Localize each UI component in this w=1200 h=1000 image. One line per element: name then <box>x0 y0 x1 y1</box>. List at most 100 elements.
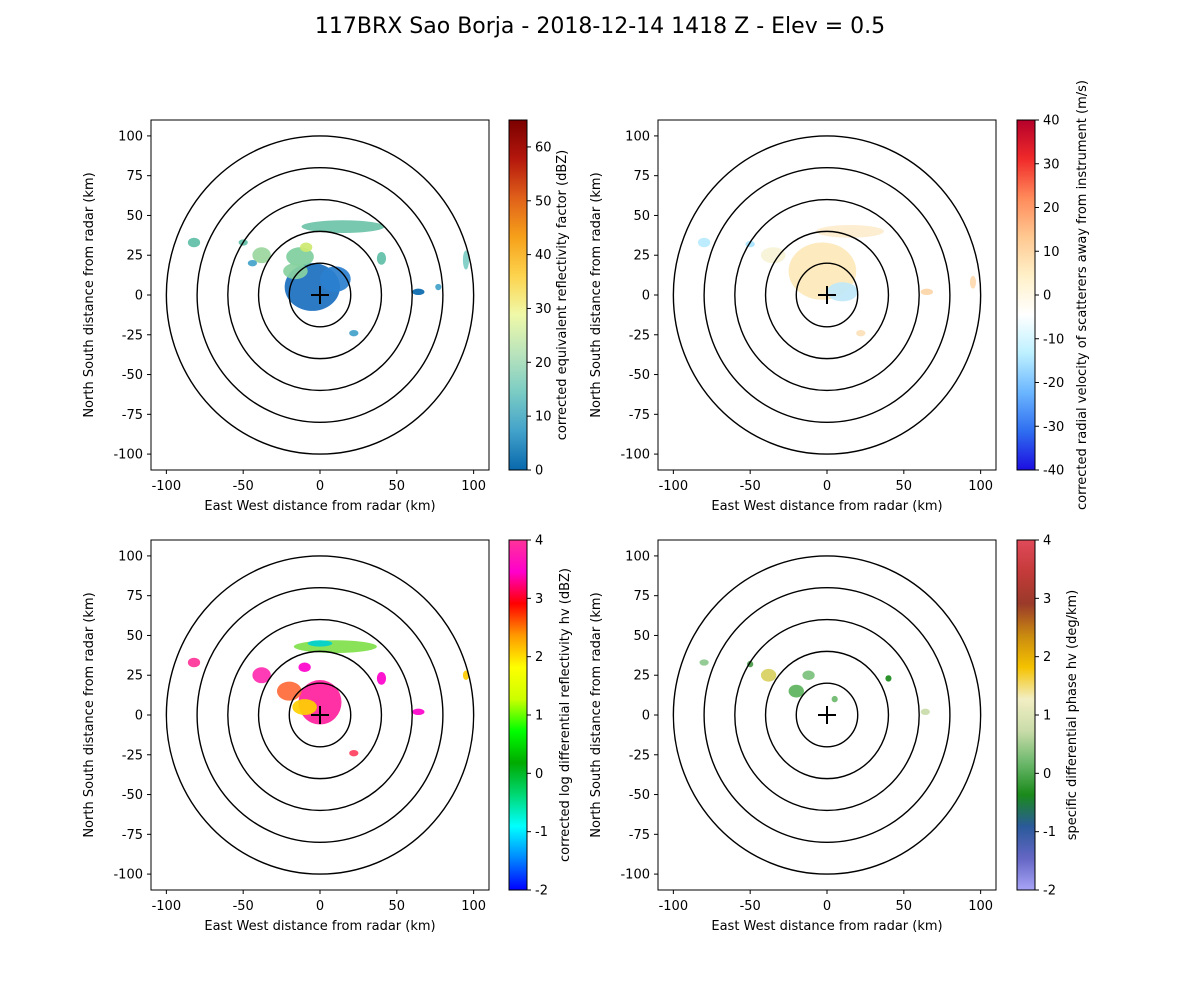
y-tick-label: -75 <box>122 408 143 423</box>
x-axis-label: East West distance from radar (km) <box>711 919 942 934</box>
colorbar-tick-label: 0 <box>535 767 543 782</box>
x-tick-label: -50 <box>233 479 254 494</box>
colorbar-tick-label: 30 <box>1043 157 1060 172</box>
x-tick-label: -100 <box>659 899 689 914</box>
x-tick-label: -100 <box>659 479 689 494</box>
y-tick-label: 50 <box>633 629 650 644</box>
panel-differential-reflectivity: -100 -50 0 50 100 -100 -75 -50 -25 0 25 50 75 100 East… <box>82 534 573 935</box>
y-tick-label: 50 <box>126 629 143 644</box>
x-tick-label: -50 <box>233 899 254 914</box>
colorbar-tick-label: 4 <box>535 534 543 549</box>
panel-specific-differential-phase: -100 -50 0 50 100 -100 -75 -50 -25 0 25 50 75 100 East… <box>589 534 1080 935</box>
colorbar-tick-label: 0 <box>535 464 543 479</box>
x-tick-label: 50 <box>389 899 406 914</box>
range-ring <box>672 135 982 455</box>
range-ring <box>288 682 352 748</box>
echo-region <box>300 242 313 253</box>
x-tick-label: 100 <box>968 899 993 914</box>
y-tick-label: 100 <box>625 549 650 564</box>
x-tick-label: 50 <box>896 479 913 494</box>
range-ring <box>764 230 890 360</box>
echo-region <box>247 260 258 267</box>
colorbar-tick-label: 40 <box>535 248 552 263</box>
colorbar <box>508 119 528 471</box>
colorbar-tick-label: 60 <box>535 140 552 155</box>
colorbar-tick-label: 3 <box>1043 592 1051 607</box>
colorbar-tick-label: -1 <box>1043 825 1056 840</box>
echo-region <box>293 640 377 653</box>
y-tick-label: 25 <box>633 249 650 264</box>
echo-region <box>412 288 425 295</box>
y-tick-label: 100 <box>118 549 143 564</box>
x-tick-label: -50 <box>740 899 761 914</box>
colorbar-tick-label: -20 <box>1043 376 1064 391</box>
colorbar-tick-label: 2 <box>1043 650 1051 665</box>
colorbar-tick-label: -40 <box>1043 464 1064 479</box>
range-ring <box>165 555 475 875</box>
colorbar <box>1016 539 1036 891</box>
echo-region <box>885 675 892 682</box>
echo-region <box>697 237 711 248</box>
echo-region <box>349 330 359 337</box>
colorbar-tick-label: 50 <box>535 194 552 209</box>
echo-region <box>816 225 884 238</box>
colorbar-label: corrected radial velocity of scatterers … <box>1075 80 1090 510</box>
y-axis-label: North South distance from radar (km) <box>82 592 97 837</box>
colorbar-label: corrected log differential reflectivity … <box>558 568 573 862</box>
range-rings <box>165 135 475 455</box>
y-tick-label: 100 <box>625 129 650 144</box>
colorbar <box>1016 119 1036 471</box>
range-ring <box>288 262 352 328</box>
colorbar-tick-label: 2 <box>535 650 543 665</box>
range-ring <box>734 198 920 392</box>
echo-region <box>760 247 786 264</box>
echo-region <box>286 247 314 267</box>
colorbar-tick-label: -2 <box>535 884 548 899</box>
echo-region <box>276 681 302 701</box>
echo-region <box>831 695 838 703</box>
range-ring <box>196 587 444 843</box>
y-axis-label: North South distance from radar (km) <box>82 172 97 417</box>
x-tick-label: -100 <box>152 479 182 494</box>
colorbar-tick-label: 0 <box>1043 289 1051 304</box>
echo-region <box>283 263 308 280</box>
y-tick-label: 25 <box>126 249 143 264</box>
y-tick-label: 0 <box>135 289 143 304</box>
range-ring <box>227 198 413 392</box>
colorbar-tick-label: 30 <box>535 302 552 317</box>
x-tick-label: 0 <box>316 479 324 494</box>
colorbar-tick-label: 1 <box>1043 709 1051 724</box>
echo-region <box>920 708 930 715</box>
range-ring <box>257 650 383 780</box>
echo-region <box>760 668 777 682</box>
range-ring <box>196 167 444 423</box>
range-ring <box>703 587 951 843</box>
colorbar-tick-label: 1 <box>535 709 543 724</box>
range-ring <box>795 682 859 748</box>
echo-region <box>802 670 815 681</box>
colorbar-label: specific differential phase hv (deg/km) <box>1065 590 1080 840</box>
range-rings <box>672 135 982 455</box>
echo-region <box>856 330 866 337</box>
echo-region <box>920 288 934 295</box>
x-tick-label: 0 <box>823 899 831 914</box>
x-tick-label: 0 <box>823 479 831 494</box>
colorbar-tick-label: -1 <box>535 825 548 840</box>
y-tick-label: 0 <box>642 709 650 724</box>
y-tick-label: -100 <box>113 868 143 883</box>
range-ring <box>764 650 890 780</box>
x-tick-label: 50 <box>389 479 406 494</box>
colorbar-tick-label: 3 <box>535 592 543 607</box>
y-tick-label: 75 <box>633 589 650 604</box>
range-ring <box>672 555 982 875</box>
colorbar-tick-label: 40 <box>1043 114 1060 129</box>
echo-region <box>320 266 351 292</box>
x-tick-label: 100 <box>461 479 486 494</box>
colorbar-tick-label: 10 <box>1043 245 1060 260</box>
panel-velocity: -100 -50 0 50 100-100-75-50-250255075100East… <box>589 80 1090 514</box>
y-axis-label: North South distance from radar (km) <box>589 592 604 837</box>
range-ring <box>703 167 951 423</box>
echo-region <box>969 275 977 289</box>
y-tick-label: 75 <box>126 589 143 604</box>
y-tick-label: -75 <box>629 408 650 423</box>
